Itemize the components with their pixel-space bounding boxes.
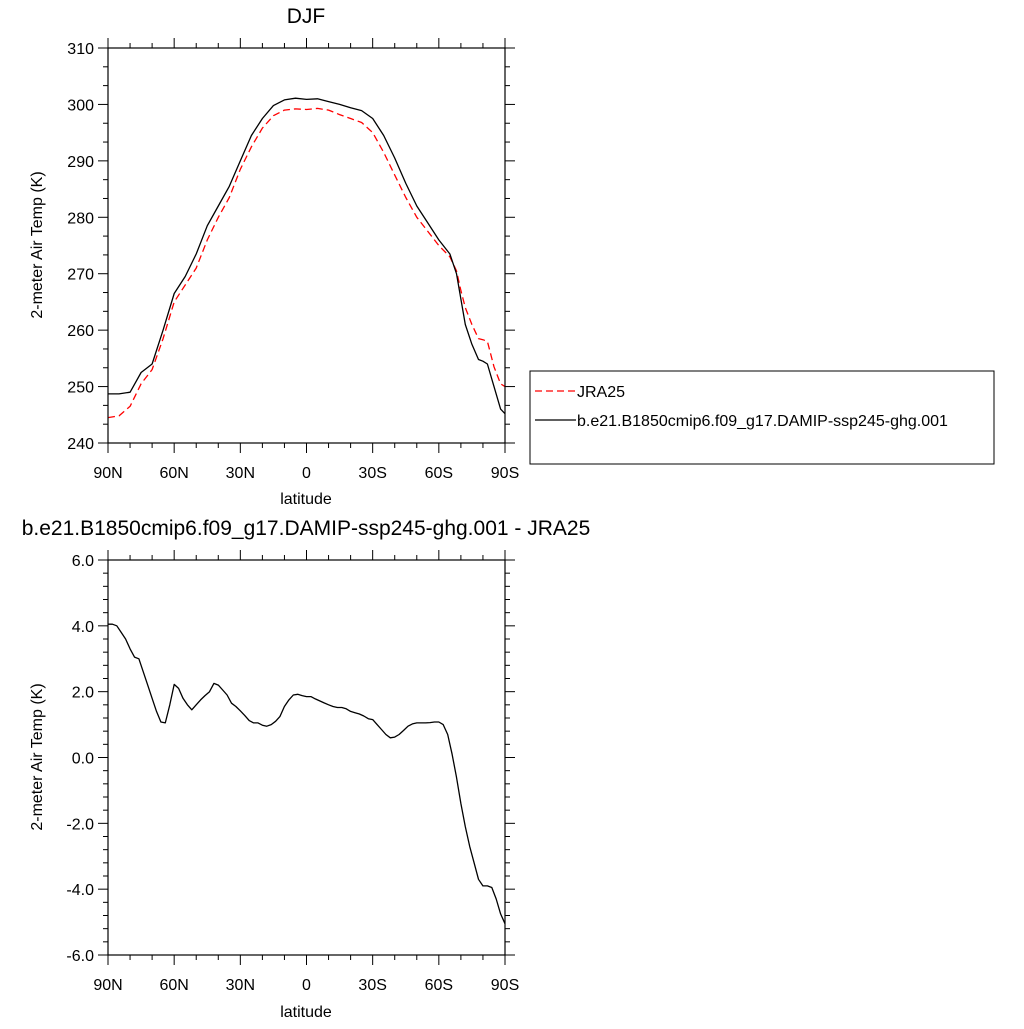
- y-tick-label: 0.0: [72, 751, 94, 768]
- bottom-chart-title: b.e21.B1850cmip6.f09_g17.DAMIP-ssp245-gh…: [22, 517, 591, 540]
- top-plot-frame: [107, 47, 506, 444]
- top-series-lines: [107, 97, 506, 419]
- bottom-series-lines: [108, 623, 506, 924]
- bottom-ticks: [98, 550, 515, 965]
- legend-label-jra25: JRA25: [577, 384, 625, 401]
- y-tick-label: -6.0: [66, 948, 94, 965]
- x-tick-label: 90S: [491, 977, 519, 994]
- x-tick-label: 30N: [226, 977, 255, 994]
- top-ticks: [98, 38, 515, 453]
- top-x-tick-labels: 90N 60N 30N 0 30S 60S 90S: [93, 465, 519, 482]
- x-tick-label: 30N: [226, 465, 255, 482]
- top-series-line-1: [108, 97, 506, 415]
- x-tick-label: 90N: [93, 465, 122, 482]
- bottom-y-axis-title: 2-meter Air Temp (K): [29, 683, 46, 830]
- y-tick-label: 290: [67, 154, 94, 171]
- y-tick-label: -2.0: [66, 816, 94, 833]
- bottom-panel: b.e21.B1850cmip6.f09_g17.DAMIP-ssp245-gh…: [22, 517, 591, 1021]
- x-tick-label: 60N: [159, 977, 188, 994]
- x-tick-label: 0: [302, 977, 311, 994]
- y-tick-label: 240: [67, 436, 94, 453]
- top-y-axis-title: 2-meter Air Temp (K): [29, 171, 46, 318]
- x-tick-label: 90S: [491, 465, 519, 482]
- x-tick-label: 60S: [425, 977, 453, 994]
- legend-box: [529, 370, 995, 465]
- x-tick-label: 30S: [358, 977, 386, 994]
- y-tick-label: -4.0: [66, 882, 94, 899]
- bot-series-line-0: [108, 623, 506, 924]
- bottom-plot-frame: [107, 559, 506, 956]
- y-tick-label: 4.0: [72, 619, 94, 636]
- legend-label-model: b.e21.B1850cmip6.f09_g17.DAMIP-ssp245-gh…: [577, 413, 948, 430]
- x-tick-label: 60N: [159, 465, 188, 482]
- y-tick-label: 250: [67, 380, 94, 397]
- y-tick-label: 2.0: [72, 685, 94, 702]
- x-tick-label: 60S: [425, 465, 453, 482]
- top-chart-title: DJF: [287, 5, 326, 28]
- y-tick-label: 260: [67, 323, 94, 340]
- top-series-line-0: [107, 107, 506, 419]
- bottom-x-axis-title: latitude: [280, 1004, 332, 1021]
- y-tick-label: 270: [67, 267, 94, 284]
- top-y-tick-labels: 240 250 260 270 280 290 300 310: [67, 41, 94, 453]
- legend: JRA25 b.e21.B1850cmip6.f09_g17.DAMIP-ssp…: [529, 370, 995, 465]
- top-panel: DJF 90N 60N 30N 0 30S 60S 90S 2402502602702802…: [29, 5, 995, 508]
- y-tick-label: 280: [67, 210, 94, 227]
- x-tick-label: 90N: [93, 977, 122, 994]
- x-tick-label: 30S: [358, 465, 386, 482]
- bottom-x-tick-labels: 90N 60N 30N 0 30S 60S 90S: [93, 977, 519, 994]
- bottom-y-tick-labels: -6.0 -4.0 -2.0 0.0 2.0 4.0 6.0: [66, 553, 94, 965]
- y-tick-label: 310: [67, 41, 94, 58]
- top-x-axis-title: latitude: [280, 491, 332, 508]
- y-tick-label: 300: [67, 97, 94, 114]
- x-tick-label: 0: [302, 465, 311, 482]
- y-tick-label: 6.0: [72, 553, 94, 570]
